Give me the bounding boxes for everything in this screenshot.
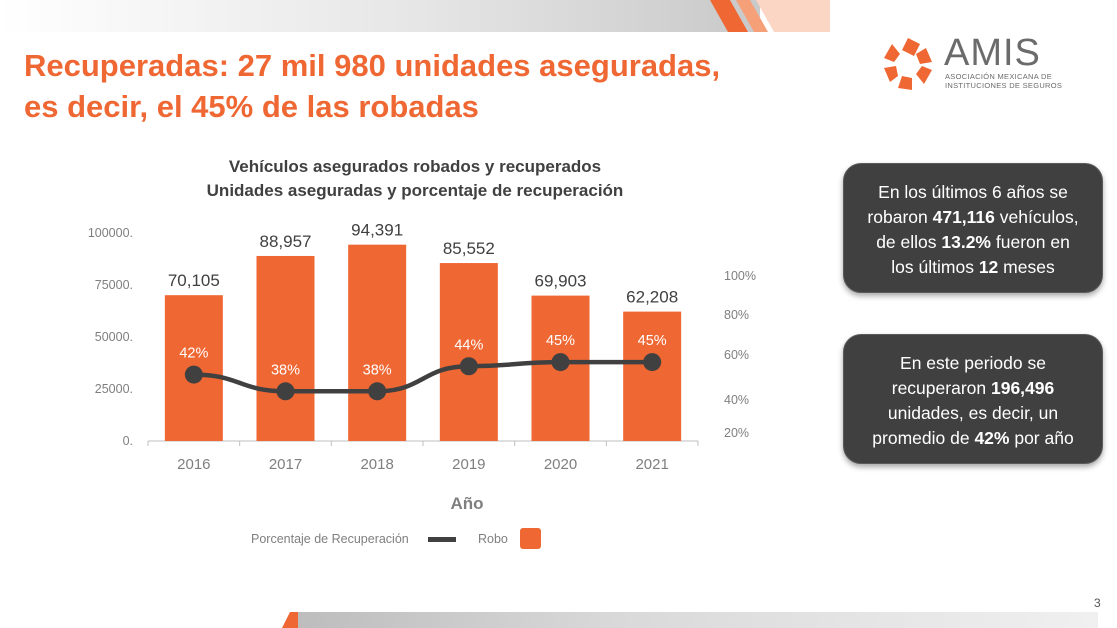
bar-value-label-2021: 62,208 <box>626 288 678 307</box>
legend-label-robo: Robo <box>478 532 508 546</box>
y-axis-right-tick-label: 20% <box>724 426 749 440</box>
bar-robo-2019 <box>439 263 498 441</box>
line-point-2018 <box>368 382 387 401</box>
y-axis-left-tick-label: 100000. <box>88 226 133 240</box>
amis-logo-subtitle: ASOCIACIÓN MEXICANA DE INSTITUCIONES DE … <box>945 72 1065 90</box>
chart: Vehículos asegurados robados y recuperad… <box>88 157 756 549</box>
slide-title-line-2: es decir, el 45% de las robadas <box>24 89 479 124</box>
line-point-2017 <box>276 382 295 401</box>
slide-title: Recuperadas: 27 mil 980 unidades asegura… <box>24 45 744 127</box>
callout-1-line-1: En los últimos 6 años se <box>878 182 1068 202</box>
top-accent-stripes <box>710 0 830 32</box>
amis-logo-subtitle-line-1: ASOCIACIÓN MEXICANA DE <box>945 72 1053 81</box>
y-axis-right-tick-label: 100% <box>724 269 756 283</box>
x-axis-tick-label-2017: 2017 <box>269 456 302 473</box>
bar-robo-2018 <box>348 244 407 441</box>
legend-swatch-recovery-line <box>428 537 456 542</box>
x-axis-tick-label-2020: 2020 <box>544 456 577 473</box>
bar-robo-2017 <box>256 255 315 441</box>
y-axis-right-tick-label: 40% <box>724 393 749 407</box>
callout-1-line-2: robaron 471,116 vehículos, <box>867 207 1079 227</box>
y-axis-left-tick-label: 75000. <box>95 278 133 292</box>
callout-1-line-4: los últimos 12 meses <box>891 257 1055 277</box>
slide-title-line-1: Recuperadas: 27 mil 980 unidades asegura… <box>24 48 721 83</box>
y-axis-left-tick-label: 0. <box>123 434 133 448</box>
y-axis-left-tick-label: 25000. <box>95 382 133 396</box>
line-point-2020 <box>551 353 570 372</box>
y-axis-left-tick-label: 50000. <box>95 330 133 344</box>
bar-value-label-2020: 69,903 <box>535 272 587 291</box>
line-point-2016 <box>184 365 203 384</box>
bar-value-label-2018: 94,391 <box>351 221 403 240</box>
callout-recovered-summary: En este periodo se recuperaron 196,496 u… <box>843 334 1103 464</box>
line-value-label-2020: 45% <box>546 333 575 349</box>
line-value-label-2019: 44% <box>454 337 483 353</box>
callout-stolen-summary: En los últimos 6 años se robaron 471,116… <box>843 163 1103 293</box>
bar-value-label-2016: 70,105 <box>168 271 220 290</box>
amis-logo-text: AMIS <box>944 32 1041 74</box>
x-axis-tick-label-2019: 2019 <box>452 456 485 473</box>
chart-legend: Porcentaje de Recuperación Robo <box>251 528 541 549</box>
chart-subtitle: Unidades aseguradas y porcentaje de recu… <box>207 181 624 200</box>
line-value-label-2018: 38% <box>363 362 392 378</box>
top-decorative-bar <box>0 0 760 32</box>
amis-logo-mark-icon <box>884 38 932 90</box>
callout-2-line-4: promedio de 42% por año <box>872 428 1074 448</box>
line-point-2021 <box>643 353 662 372</box>
y-axis-right-tick-label: 80% <box>724 308 749 322</box>
line-value-label-2021: 45% <box>638 333 667 349</box>
callout-2-line-1: En este periodo se <box>900 353 1046 373</box>
callout-2-line-3: unidades, es decir, un <box>887 403 1059 423</box>
line-point-2019 <box>459 357 478 376</box>
page-number: 3 <box>1094 596 1101 610</box>
line-value-label-2017: 38% <box>271 362 300 378</box>
amis-logo-subtitle-line-2: INSTITUCIONES DE SEGUROS <box>945 81 1063 90</box>
bar-robo-2021 <box>623 311 682 441</box>
x-axis-title: Año <box>450 494 483 513</box>
amis-logo: AMIS ASOCIACIÓN MEXICANA DE INSTITUCIONE… <box>878 32 1078 98</box>
callout-2-line-2: recuperaron 196,496 <box>891 378 1055 398</box>
bar-value-label-2019: 85,552 <box>443 239 495 258</box>
line-value-label-2016: 42% <box>179 346 208 362</box>
legend-label-recovery: Porcentaje de Recuperación <box>251 532 409 546</box>
x-axis-tick-label-2021: 2021 <box>635 456 668 473</box>
x-axis-tick-label-2016: 2016 <box>177 456 210 473</box>
legend-swatch-robo <box>520 528 541 549</box>
y-axis-right-tick-label: 60% <box>724 348 749 362</box>
callout-1-line-3: de ellos 13.2% fueron en <box>876 232 1070 252</box>
chart-title: Vehículos asegurados robados y recuperad… <box>229 157 601 176</box>
bar-value-label-2017: 88,957 <box>260 232 312 251</box>
bottom-decorative-bar <box>298 612 1098 628</box>
x-axis-tick-label-2018: 2018 <box>360 456 393 473</box>
chart-plot-area: 0. 25000. 50000. 75000. 100000. 100% 80% 60% 40%… <box>88 221 756 473</box>
